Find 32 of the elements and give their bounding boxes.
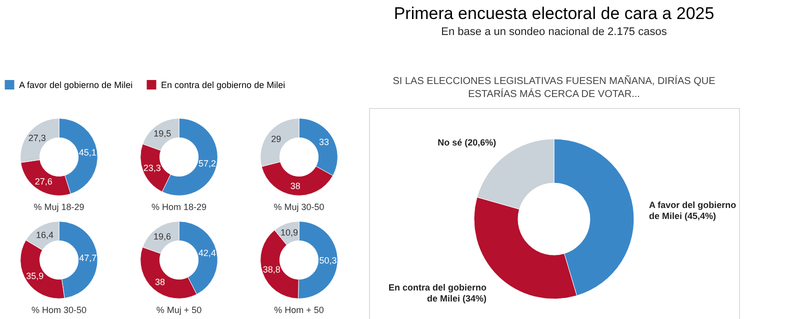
slice-label: En contra del gobierno de Milei (34%) [388, 282, 488, 304]
data-label: 16,4 [36, 230, 54, 240]
slice-label: No sé (20,6%) [438, 137, 496, 148]
text: % Muj 18-29 [34, 202, 84, 212]
data-label: 38,8 [262, 264, 280, 274]
text: % Hom + 50 [274, 305, 324, 315]
legend-label: En contra del gobierno de Milei [161, 80, 286, 90]
text: % Muj 30-50 [274, 202, 324, 212]
data-label: 19,5 [154, 128, 172, 138]
data-label: 57,2 [198, 158, 216, 168]
chart-title: Primera encuesta electoral de cara a 2025 [394, 4, 714, 23]
legend-label: A favor del gobierno de Milei [19, 80, 133, 90]
text: % Hom 30-50 [31, 305, 87, 315]
data-label: 27,6 [34, 176, 52, 187]
text: % Muj + 50 [156, 305, 202, 315]
data-label: 50,3 [319, 255, 337, 266]
text: % Hom 18-29 [151, 202, 207, 212]
data-label: 38 [290, 180, 300, 191]
data-label: 35,9 [26, 271, 44, 282]
data-label: 10,9 [280, 228, 298, 238]
data-label: 29 [271, 134, 282, 144]
slice-label: A favor del gobierno de Milei (45,4%) [649, 200, 737, 222]
data-label: 47,7 [79, 252, 97, 263]
data-label: 38 [154, 276, 165, 287]
data-label: 33 [318, 137, 329, 148]
data-label: 27,3 [28, 133, 46, 144]
text: SI LAS ELECCIONES LEGISLATIVAS FUESEN MAÑANA, DIRÍAS QUE ESTARÍAS MÁS CERCA DE VOTAR... [392, 75, 716, 100]
data-label: 23,3 [143, 162, 161, 173]
data-label: 42,4 [198, 248, 216, 258]
chart-subtitle: En base a un sondeo nacional de 2.175 casos [441, 26, 668, 38]
data-label: 19,6 [153, 231, 172, 242]
data-label: 45,1 [78, 148, 96, 158]
